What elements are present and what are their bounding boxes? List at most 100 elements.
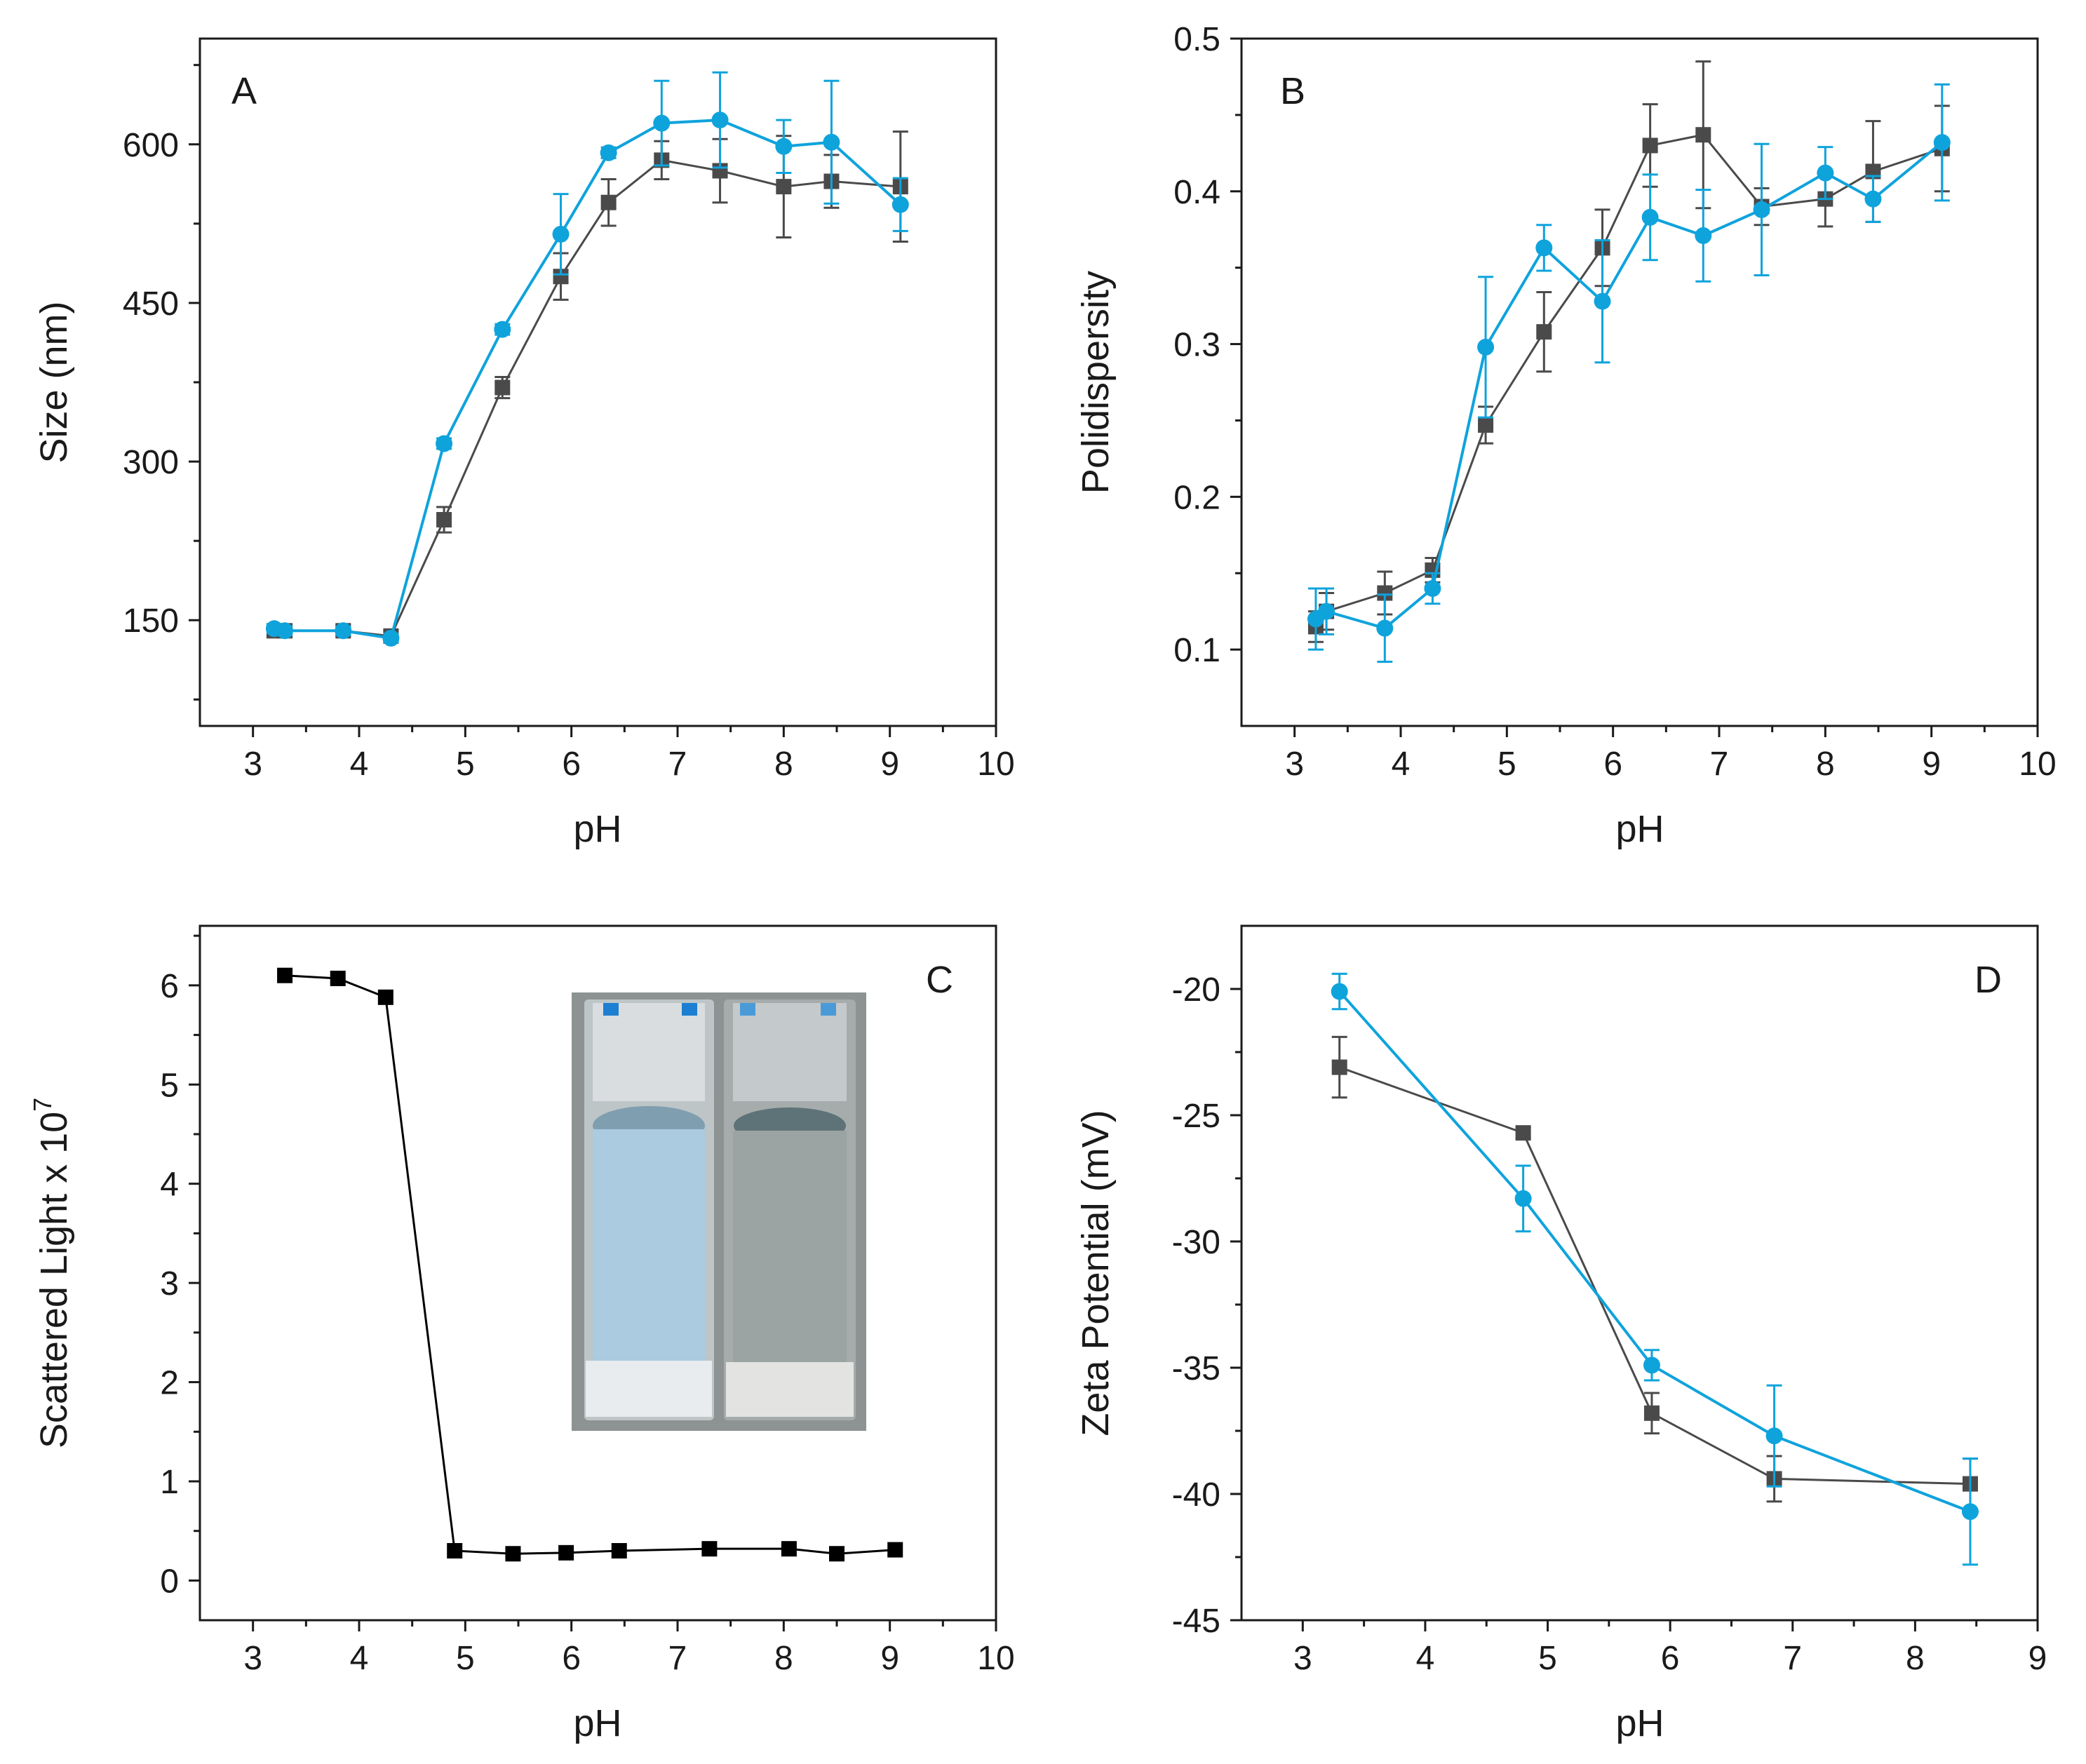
- panel-a-ticks: 3 4 5 6 7 8 9 10 150 300 450 600: [123, 64, 1015, 783]
- y-tick-label: 300: [123, 444, 179, 481]
- data-point: [887, 1542, 903, 1558]
- data-point: [277, 967, 293, 983]
- y-tick-label: 0.1: [1173, 632, 1220, 669]
- panel-b-xlabel: pH: [1615, 808, 1664, 850]
- y-tick-label: -45: [1172, 1603, 1220, 1640]
- panel-a-frame: [198, 37, 997, 727]
- panel-d-letter: D: [1974, 959, 2002, 1001]
- data-point: [1643, 1356, 1660, 1374]
- data-point: [829, 1546, 845, 1562]
- panel-b-ticks: 3 4 5 6 7 8 9 10 0.1 0.2 0.3 0.4 0.5: [1173, 21, 2056, 783]
- panel-c-ylabel-exponent: 7: [28, 1098, 57, 1112]
- panel-d-series: [1331, 972, 1979, 1566]
- data-point: [558, 1544, 574, 1561]
- x-tick-label: 7: [1783, 1640, 1802, 1677]
- data-point: [505, 1546, 521, 1562]
- series-line: [1339, 1066, 1971, 1486]
- data-point: [1643, 1405, 1660, 1421]
- panel-b: 3 4 5 6 7 8 9 10 0.1 0.2 0.3 0.4 0.5 B pH Polidisper…: [1075, 21, 2057, 850]
- y-tick-label: 600: [123, 127, 179, 164]
- data-point: [1376, 619, 1394, 637]
- cuvette-photo-inset: [572, 992, 866, 1431]
- data-point: [1933, 134, 1951, 152]
- x-tick-label: 7: [1710, 746, 1729, 783]
- panel-d-ylabel: Zeta Potential (mV): [1075, 1110, 1117, 1436]
- panel-d-xlabel: pH: [1615, 1702, 1664, 1744]
- data-point: [611, 1543, 627, 1558]
- x-tick-label: 8: [1906, 1640, 1925, 1677]
- y-tick-label: 0.3: [1173, 327, 1220, 364]
- data-point: [382, 629, 400, 647]
- y-tick-label: -30: [1172, 1224, 1220, 1261]
- y-tick-label: -40: [1172, 1476, 1220, 1514]
- data-point: [1424, 580, 1441, 597]
- panel-a-ylabel: Size (nm): [33, 301, 75, 463]
- x-tick-label: 9: [880, 1640, 899, 1677]
- data-point: [1477, 338, 1495, 356]
- data-point: [1331, 983, 1348, 1000]
- x-tick-label: 4: [350, 746, 369, 783]
- x-tick-label: 6: [1661, 1640, 1680, 1677]
- data-point: [436, 435, 453, 452]
- data-point: [447, 1543, 463, 1558]
- x-tick-label: 5: [456, 1640, 475, 1677]
- panel-b-ylabel: Polidispersity: [1075, 271, 1117, 494]
- panel-c-ylabel-text: Scattered Light x 10: [33, 1112, 75, 1448]
- data-point: [775, 137, 793, 155]
- x-tick-label: 4: [1392, 746, 1411, 783]
- y-tick-label: 3: [160, 1265, 179, 1302]
- x-tick-label: 6: [1603, 746, 1622, 783]
- y-tick-label: 0.4: [1173, 174, 1220, 211]
- x-tick-label: 8: [774, 746, 793, 783]
- y-tick-label: 150: [123, 602, 179, 640]
- y-tick-label: -25: [1172, 1098, 1220, 1135]
- data-point: [891, 196, 909, 213]
- panel-c: 3 4 5 6 7 8 9 10 0 1 2 3 4 5 6 C pH Scattered Light x …: [28, 924, 1015, 1744]
- y-tick-label: 2: [160, 1365, 179, 1402]
- data-point: [1817, 164, 1834, 182]
- data-point: [1377, 585, 1393, 601]
- x-tick-label: 3: [1293, 1640, 1312, 1677]
- data-point: [276, 622, 294, 640]
- y-tick-label: 450: [123, 285, 179, 323]
- data-point: [1318, 602, 1335, 620]
- data-point: [1478, 417, 1494, 433]
- data-point: [1695, 127, 1711, 143]
- data-point: [1864, 190, 1882, 208]
- x-tick-label: 4: [350, 1640, 369, 1677]
- panel-b-series: [1307, 60, 1951, 664]
- series-line: [274, 119, 902, 640]
- panel-c-ylabel: Scattered Light x 107: [28, 1098, 75, 1448]
- x-tick-label: 3: [243, 746, 262, 783]
- data-point: [553, 269, 569, 285]
- data-point: [1641, 208, 1659, 226]
- panel-c-series: [277, 967, 903, 1562]
- series-line: [1314, 133, 1943, 628]
- y-tick-label: -20: [1172, 971, 1220, 1009]
- x-tick-label: 6: [562, 746, 581, 783]
- y-tick-label: 0: [160, 1563, 179, 1600]
- panel-a-xlabel: pH: [573, 808, 621, 850]
- series-line: [1314, 141, 1944, 630]
- data-point: [1331, 1059, 1347, 1075]
- data-point: [600, 144, 617, 161]
- x-tick-label: 9: [1922, 746, 1941, 783]
- panel-b-frame: [1240, 37, 2039, 727]
- panel-c-letter: C: [926, 959, 953, 1001]
- x-tick-label: 3: [1285, 746, 1304, 783]
- data-point: [711, 112, 729, 129]
- data-point: [1765, 1427, 1783, 1445]
- panel-d-ticks: 3 4 5 6 7 8 9 -20 -25 -30 -35 -40 -45: [1172, 971, 2047, 1677]
- data-point: [653, 114, 671, 132]
- x-tick-label: 10: [977, 1640, 1014, 1677]
- panel-c-frame: [198, 924, 997, 1622]
- data-point: [552, 225, 570, 243]
- y-tick-label: 6: [160, 968, 179, 1005]
- data-point: [1536, 324, 1552, 340]
- data-point: [823, 133, 840, 151]
- x-tick-label: 5: [1538, 1640, 1557, 1677]
- x-tick-label: 9: [2028, 1640, 2047, 1677]
- panel-a-letter: A: [231, 70, 257, 112]
- panel-a: 3 4 5 6 7 8 9 10 150 300 450 600 A pH Size (nm): [33, 37, 1015, 850]
